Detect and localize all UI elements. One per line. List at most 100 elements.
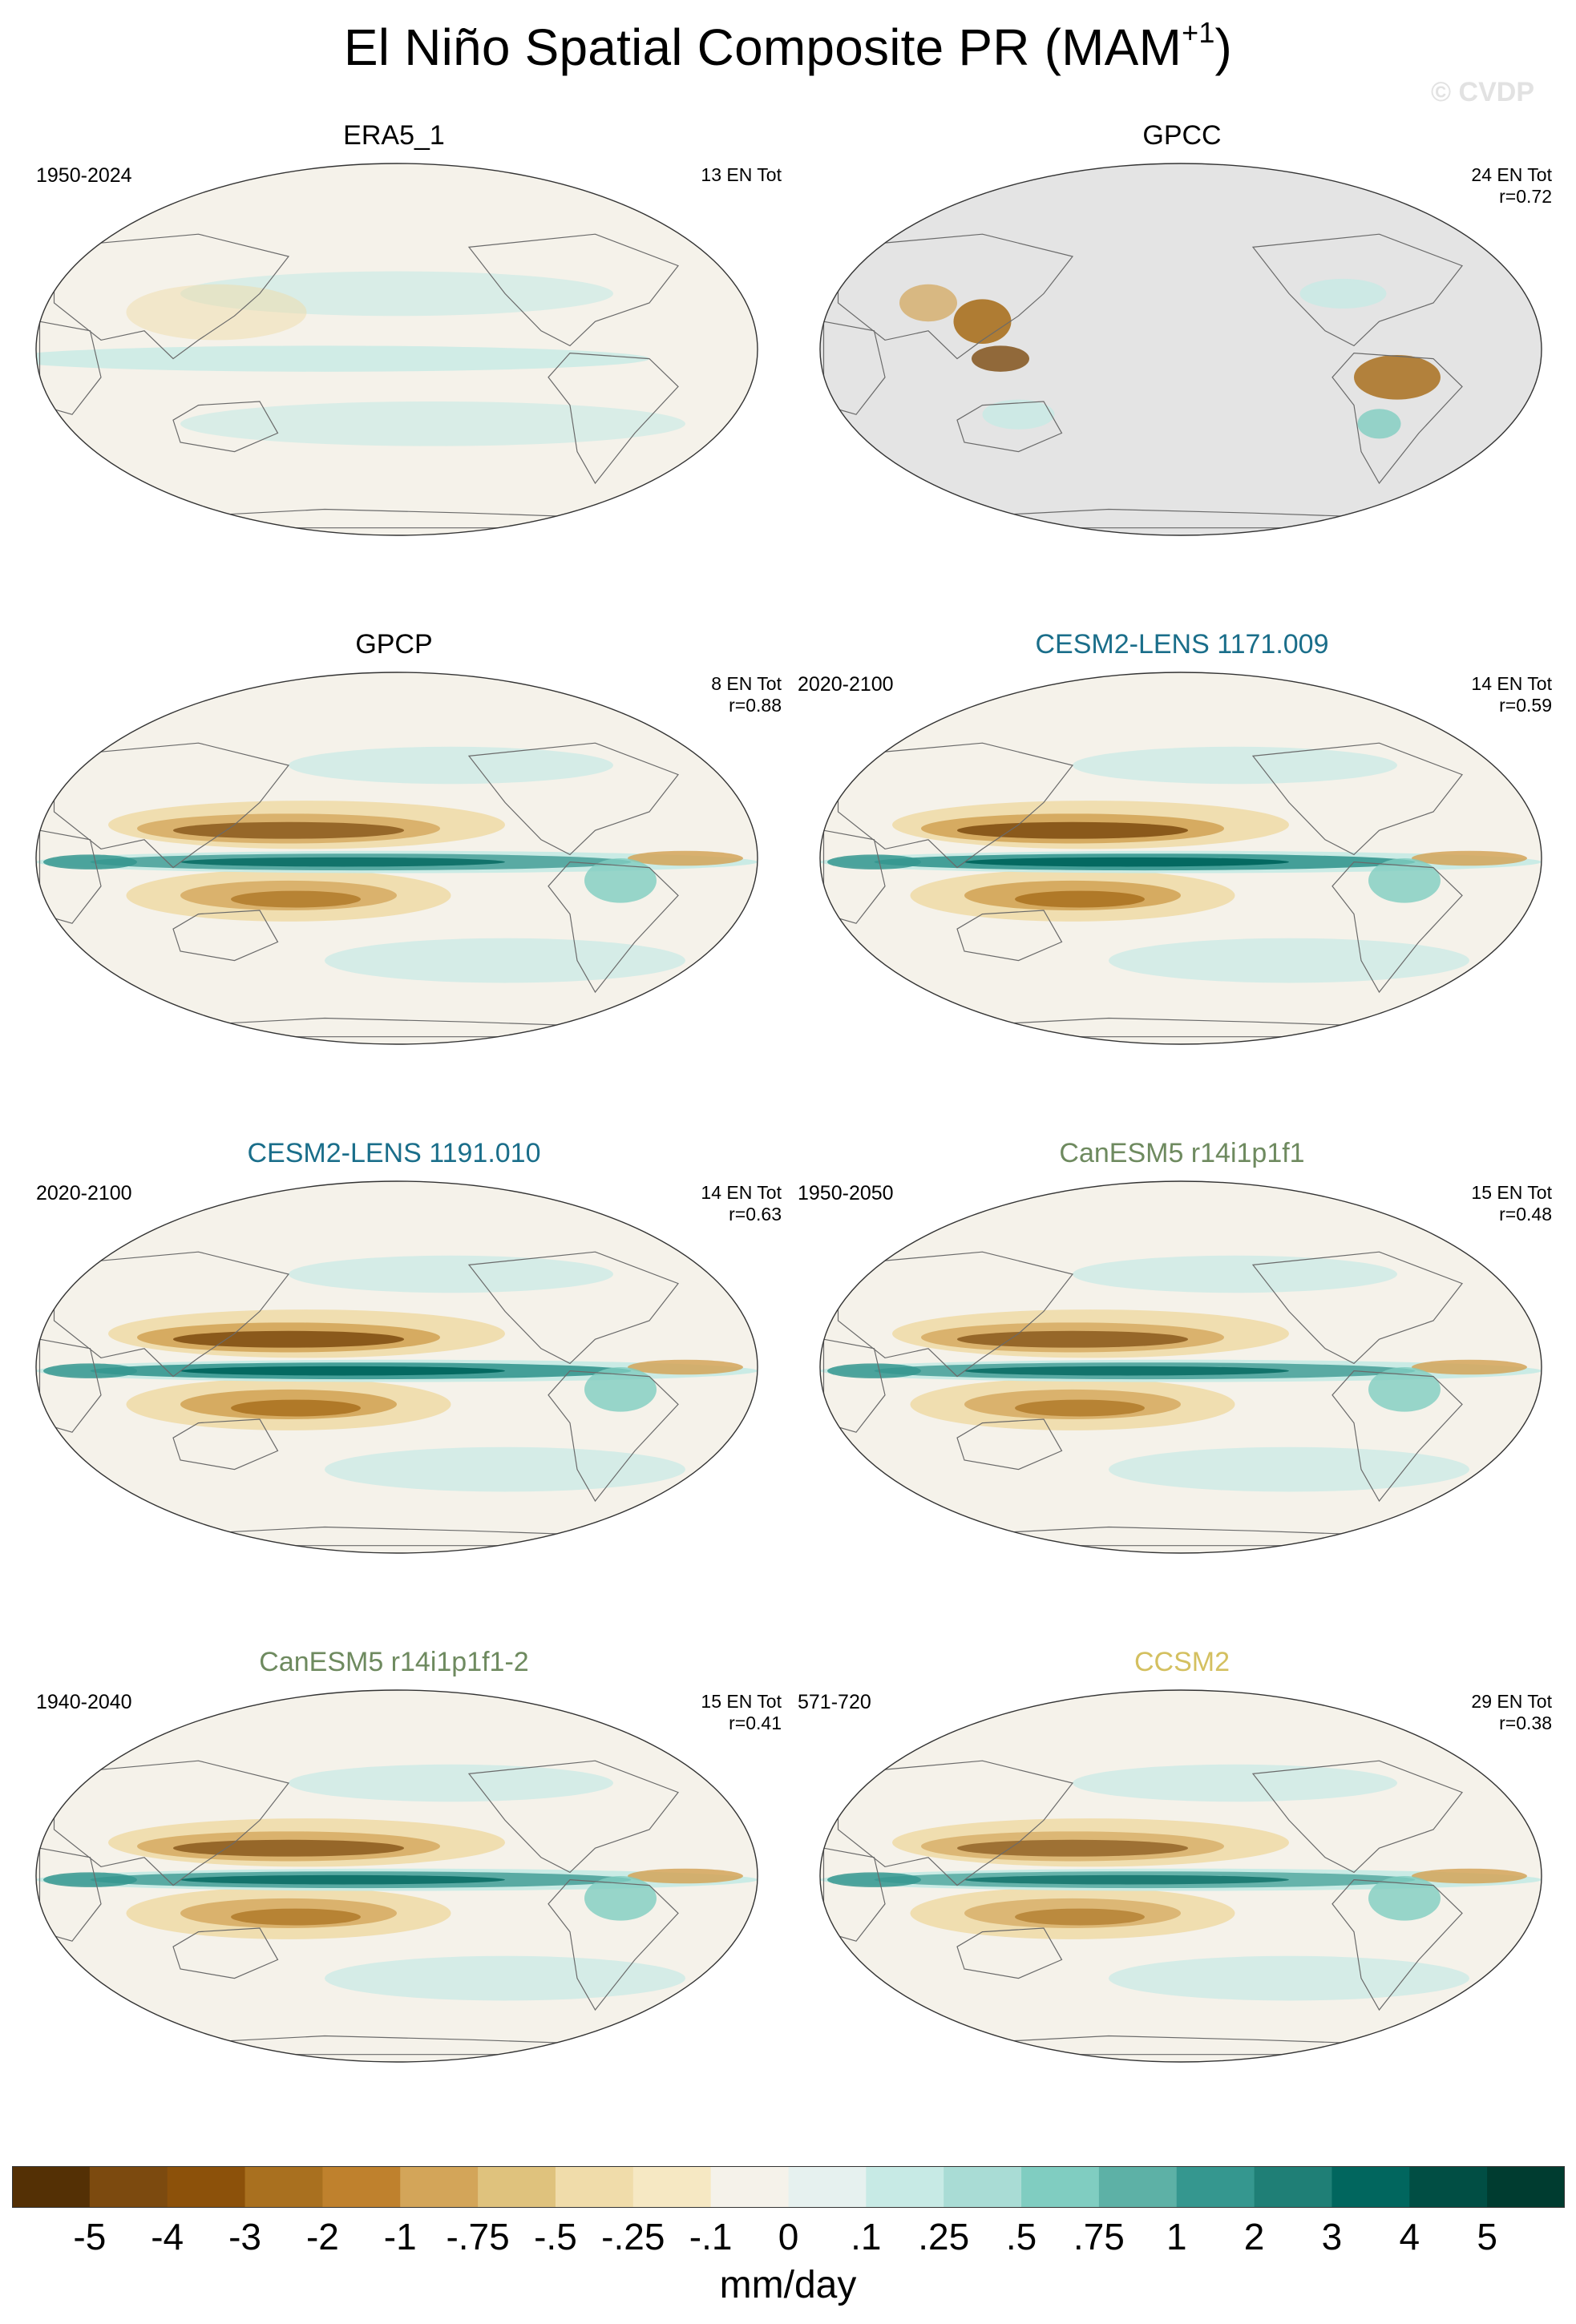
- colorbar-swatch: [1332, 2166, 1410, 2208]
- anomaly-amazon: [1354, 354, 1441, 400]
- robinson-map: [35, 1689, 758, 2063]
- anomaly-north-america: [1299, 278, 1387, 309]
- colorbar-tick-label: -5: [73, 2216, 107, 2257]
- anomaly-indian-ocean: [43, 854, 137, 869]
- anomaly-field: [820, 1760, 1542, 2056]
- anomaly-south-america: [1368, 1876, 1441, 1921]
- map-border: [35, 1180, 758, 1554]
- coastline-asia: [53, 1251, 290, 1378]
- anomaly-indian-ocean: [43, 1363, 137, 1378]
- panel-period: 2020-2100: [798, 673, 894, 696]
- coastline-southamerica: [1332, 352, 1463, 485]
- pattern-correlation-label: r=0.48: [1499, 1204, 1552, 1225]
- map-panel: GPCP 8 EN Tot r=0.88: [0, 629, 788, 1142]
- anomaly-asia: [126, 284, 307, 341]
- colorbar-tick-label: -4: [151, 2216, 184, 2257]
- panel-title: GPCP: [355, 629, 433, 660]
- colorbar-tick-label: .25: [918, 2216, 970, 2257]
- colorbar-swatch: [322, 2166, 401, 2208]
- colorbar-tick-label: -.1: [689, 2216, 733, 2257]
- panel-period: 1950-2024: [36, 164, 132, 187]
- anomaly-field: [36, 742, 758, 1038]
- colorbar-units-label: mm/day: [719, 2264, 857, 2306]
- map-border: [35, 163, 758, 536]
- anomaly-north-pacific: [1073, 1255, 1397, 1293]
- anomaly-atlantic-itcz: [1412, 1359, 1527, 1375]
- coastline-australia: [172, 1418, 279, 1471]
- map-border: [35, 672, 758, 1045]
- colorbar-swatch: [866, 2166, 944, 2208]
- anomaly-s-subtropic-core: [1015, 890, 1145, 908]
- colorbar-tick-label: -3: [228, 2216, 261, 2257]
- colorbar-tick-label: -.75: [446, 2216, 510, 2257]
- anomaly-maritime: [953, 299, 1012, 345]
- panel-event-count: 14 EN Tot r=0.63: [701, 1182, 782, 1225]
- anomaly-n-subtropic-core: [957, 821, 1188, 839]
- panel-period: 1940-2040: [36, 1691, 132, 1713]
- colorbar-tick-label: 4: [1399, 2216, 1420, 2257]
- coastline-australia: [956, 1418, 1063, 1471]
- pattern-correlation-label: r=0.88: [729, 695, 782, 716]
- panel-title: CanESM5 r14i1p1f1-2: [259, 1647, 529, 1677]
- map-border: [35, 1689, 758, 2063]
- pattern-correlation-label: r=0.59: [1499, 695, 1552, 716]
- colorbar-tick-label: -.5: [534, 2216, 577, 2257]
- map-panel: CanESM5 r14i1p1f1-2 1940-2040 15 EN Tot r=0…: [0, 1647, 788, 2160]
- anomaly-field: [820, 742, 1542, 1038]
- colorbar-swatch: [1176, 2166, 1255, 2208]
- anomaly-atlantic-itcz: [1412, 1868, 1527, 1884]
- anomaly-eq-band: [36, 345, 649, 372]
- panel-title: CESM2-LENS 1191.010: [247, 1138, 541, 1168]
- map-border: [819, 1689, 1542, 2063]
- map-background: [820, 163, 1542, 535]
- anomaly-south-america: [1368, 1367, 1441, 1412]
- panel-event-count: 14 EN Tot r=0.59: [1471, 673, 1552, 716]
- anomaly-indian-ocean: [827, 854, 921, 869]
- robinson-map: [819, 1689, 1542, 2063]
- coastline-southamerica: [548, 1878, 679, 2011]
- anomaly-n-subtropic-core: [173, 821, 404, 839]
- colorbar-swatch: [944, 2166, 1022, 2208]
- anomaly-borneo: [972, 345, 1029, 372]
- colorbar-tick-label: -2: [305, 2216, 339, 2257]
- panel-title: CCSM2: [1134, 1647, 1230, 1677]
- colorbar-tick-label: 2: [1243, 2216, 1265, 2257]
- colorbar-tick-label: .75: [1073, 2216, 1125, 2257]
- colorbar-tick-label: .1: [851, 2216, 882, 2257]
- robinson-map: [819, 672, 1542, 1045]
- panel-title: GPCC: [1142, 120, 1222, 151]
- anomaly-indian-ocean: [827, 1872, 921, 1887]
- coastline-southamerica: [548, 1370, 679, 1503]
- coastline-northamerica: [1251, 742, 1463, 856]
- map-border: [819, 1180, 1542, 1554]
- event-count-label: 24 EN Tot: [1471, 164, 1552, 185]
- coastline-australia: [956, 1927, 1063, 1979]
- coastline-australia: [956, 401, 1063, 453]
- anomaly-s-subtropic-core: [1015, 1908, 1145, 1926]
- anomaly-field: [36, 1251, 758, 1547]
- colorbar-swatch: [1021, 2166, 1100, 2208]
- anomaly-india: [899, 284, 957, 322]
- map-panel: CESM2-LENS 1171.009 2020-2100 14 EN Tot r=0…: [788, 629, 1576, 1142]
- anomaly-eq-core: [964, 857, 1289, 867]
- colorbar-swatch: [710, 2166, 789, 2208]
- event-count-label: 8 EN Tot: [711, 673, 782, 694]
- anomaly-field: [822, 233, 1463, 529]
- panel-title: CESM2-LENS 1171.009: [1035, 629, 1329, 660]
- panel-title: CanESM5 r14i1p1f1: [1059, 1138, 1305, 1168]
- coastline-australia: [172, 910, 279, 962]
- coastline-northamerica: [467, 233, 679, 347]
- colorbar-tick-label: 0: [778, 2216, 799, 2257]
- anomaly-indian-ocean: [827, 1363, 921, 1378]
- robinson-map: [35, 1180, 758, 1554]
- robinson-map: [819, 1180, 1542, 1554]
- anomaly-n-subtropic-core: [173, 1330, 404, 1348]
- coastline-asia: [53, 233, 290, 360]
- panel-period: 571-720: [798, 1691, 871, 1713]
- panel-event-count: 15 EN Tot r=0.48: [1471, 1182, 1552, 1225]
- colorbar-tick-label: 1: [1166, 2216, 1187, 2257]
- map-panel: CanESM5 r14i1p1f1 1950-2050 15 EN Tot r=0.4…: [788, 1138, 1576, 1651]
- anomaly-north-pacific: [289, 1764, 613, 1802]
- anomaly-australia: [982, 399, 1055, 430]
- anomaly-south-america: [1368, 858, 1441, 903]
